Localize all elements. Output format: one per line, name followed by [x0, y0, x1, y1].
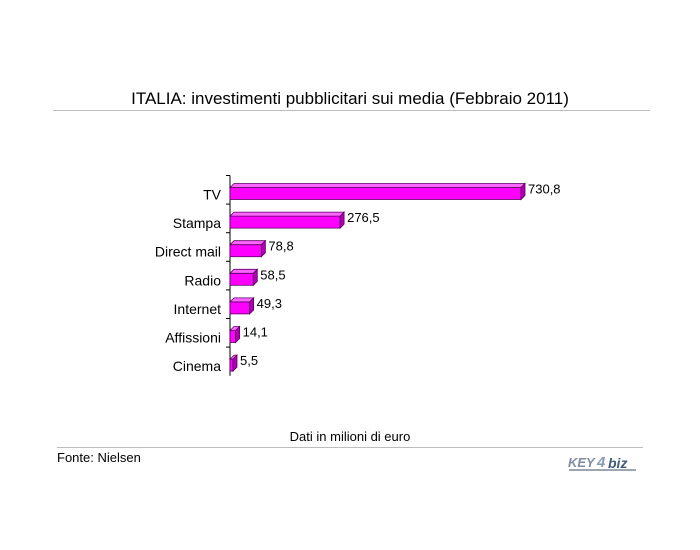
bar-front: [229, 187, 522, 200]
key4biz-logo: KEY 4 biz: [568, 454, 636, 471]
bar-top: [229, 183, 526, 188]
bar-radio: [229, 268, 259, 287]
category-label: TV: [203, 187, 222, 203]
bar-direct-mail: [229, 239, 267, 258]
title-divider: [53, 110, 650, 111]
category-label: Internet: [174, 301, 222, 317]
value-label: 58,5: [260, 267, 285, 282]
source-note: Fonte: Nielsen: [57, 450, 141, 465]
bar-tv: [229, 182, 526, 201]
bar-end: [232, 354, 238, 373]
value-label: 14,1: [243, 325, 268, 340]
category-label: Radio: [184, 272, 221, 288]
bar-affissioni: [229, 325, 241, 344]
value-label: 730,8: [528, 182, 561, 197]
bar-end: [235, 325, 241, 344]
bar-top: [229, 240, 267, 246]
category-label: Affissioni: [165, 330, 221, 346]
svg-text:biz: biz: [608, 455, 627, 471]
bar-stampa: [229, 211, 346, 230]
category-label: Stampa: [173, 215, 221, 231]
bars-layer: [229, 182, 526, 373]
footer-divider: [57, 447, 643, 448]
axis-layer: [226, 175, 231, 376]
value-label: 276,5: [347, 210, 380, 225]
svg-text:KEY: KEY: [568, 455, 596, 470]
value-label: 78,8: [268, 239, 293, 254]
bar-top: [229, 268, 259, 274]
bar-front: [229, 272, 254, 286]
bar-end: [520, 182, 526, 201]
bar-end: [339, 211, 345, 230]
chart-title: ITALIA: investimenti pubblicitari sui me…: [131, 89, 569, 108]
bar-end: [252, 268, 258, 287]
bar-front: [229, 215, 341, 229]
bar-cinema: [229, 354, 238, 373]
bar-front: [229, 358, 234, 372]
value-label: 5,5: [240, 353, 258, 368]
bar-end: [260, 239, 266, 258]
bar-internet: [229, 296, 255, 315]
bar-end: [249, 296, 255, 315]
bar-front: [229, 330, 237, 343]
category-label: Direct mail: [155, 244, 221, 260]
units-footnote: Dati in milioni di euro: [289, 429, 411, 444]
value-label: 49,3: [257, 296, 282, 311]
bar-top: [229, 211, 346, 217]
svg-text:4: 4: [596, 454, 606, 471]
bar-front: [229, 301, 251, 315]
labels-layer: TV 730,8 Stampa 276,5 Direct mail 78,8 Radio 58…: [155, 182, 561, 375]
category-label: Cinema: [173, 358, 221, 374]
bar-front: [229, 244, 262, 258]
